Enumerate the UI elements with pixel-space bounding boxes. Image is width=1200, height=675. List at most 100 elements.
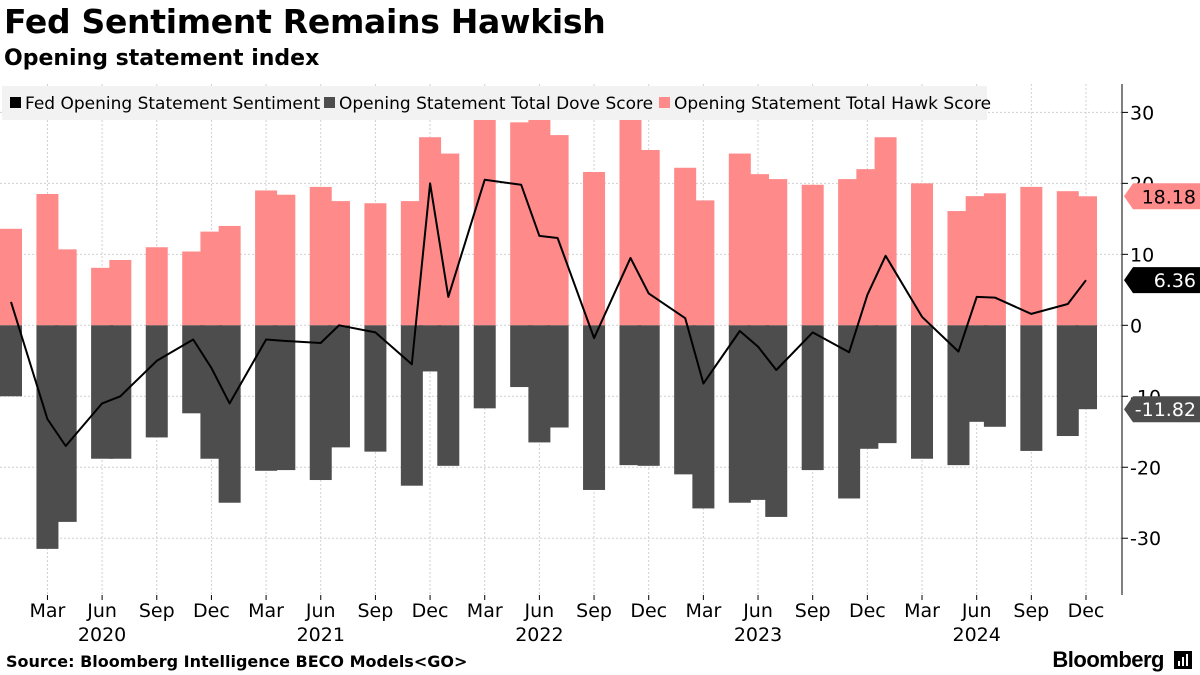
x-tick-label: Mar (248, 600, 284, 622)
hawk-bar (400, 201, 423, 326)
x-tick-label: Dec (193, 600, 230, 622)
hawk-bar (911, 183, 934, 326)
y-tick-label: 10 (1130, 244, 1154, 266)
x-tick-label: Jun (305, 600, 336, 622)
dove-bar (473, 325, 496, 409)
hawk-bar (255, 190, 278, 326)
legend-label: Opening Statement Total Hawk Score (674, 94, 991, 114)
dove-bar (1020, 325, 1043, 451)
dove-bar (327, 325, 350, 448)
y-tick-label: 30 (1130, 102, 1154, 124)
hawk-bar (965, 196, 988, 326)
x-tick-label: Mar (467, 600, 503, 622)
legend-swatch (659, 97, 670, 108)
hawk-bar (765, 179, 788, 326)
x-tick-label: Mar (685, 600, 721, 622)
hawk-bar (109, 260, 132, 326)
x-tick-label: Sep (139, 600, 175, 622)
chart-subtitle: Opening statement index (4, 46, 320, 71)
hawk-bar (838, 179, 861, 326)
x-tick-label: Dec (849, 600, 886, 622)
dove-bar (273, 325, 296, 471)
hawk-bar (309, 186, 332, 326)
hawk-bar (36, 194, 59, 326)
bars (0, 94, 1097, 549)
dove-bar (1075, 325, 1097, 410)
hawk-bar (510, 122, 533, 326)
dove-bar (36, 325, 59, 549)
hawk-bar (692, 200, 715, 326)
dove-bar (983, 325, 1006, 427)
last-value-badge (1124, 267, 1200, 294)
hawk-bar (419, 137, 442, 326)
dove-bar (510, 325, 533, 388)
last-value-badge (1124, 183, 1200, 210)
x-tick-label: Dec (630, 600, 667, 622)
dove-bar (838, 325, 861, 499)
hawk-bar (54, 249, 77, 326)
hawk-bar (856, 169, 879, 326)
hawk-bar (273, 194, 296, 326)
hawk-bar (1020, 186, 1043, 326)
dove-bar (91, 325, 114, 459)
x-tick-label: Jun (86, 600, 117, 622)
hawk-bar (983, 193, 1006, 326)
hawk-bar (747, 174, 770, 326)
x-tick-label: Dec (412, 600, 449, 622)
dove-bar (874, 325, 897, 444)
dove-bar (400, 325, 423, 486)
x-year-label: 2023 (734, 624, 782, 646)
hawk-bar (91, 267, 114, 326)
legend-box (2, 86, 987, 120)
hawk-bar (327, 201, 350, 326)
x-year-label: 2021 (297, 624, 345, 646)
dove-bar (692, 325, 715, 509)
y-tick-label: -30 (1130, 528, 1161, 550)
hawk-bar (145, 247, 168, 326)
legend-swatch (10, 97, 21, 108)
last-value-badges: 18.18 6.36 -11.82 (1124, 183, 1200, 423)
dove-bar (856, 325, 879, 449)
hawk-bar (218, 225, 241, 326)
dove-bar (965, 325, 988, 422)
last-value-label: 6.36 (1154, 270, 1196, 292)
dove-bar (801, 325, 824, 471)
dove-bar (619, 325, 642, 466)
sentiment-line-layer (10, 178, 1087, 447)
hawk-bar (1056, 191, 1079, 326)
dove-bar (583, 325, 606, 490)
x-tick-label: Jun (742, 600, 773, 622)
dove-bar (528, 325, 551, 443)
x-tick-label: Jun (524, 600, 555, 622)
dove-bar (419, 325, 442, 372)
x-tick-label: Mar (904, 600, 940, 622)
hawk-bar (728, 153, 751, 326)
x-tick-label: Sep (1013, 600, 1049, 622)
hawk-bar (947, 211, 970, 326)
x-tick-label: Dec (1068, 600, 1105, 622)
dove-bar (947, 325, 970, 466)
hawk-bar (528, 116, 551, 326)
x-year-label: 2022 (515, 624, 563, 646)
x-tick-label: Sep (576, 600, 612, 622)
hawk-bar (674, 167, 697, 326)
legend: Fed Opening Statement Sentiment Opening S… (2, 86, 991, 120)
hawk-bar (546, 135, 569, 326)
hawk-bar (874, 137, 897, 326)
hawk-bar (473, 94, 496, 326)
dove-bar (728, 325, 751, 503)
dove-bar (747, 325, 770, 500)
y-tick-label: 0 (1130, 315, 1142, 337)
chart-title: Fed Sentiment Remains Hawkish (4, 2, 606, 41)
x-tick-label: Sep (358, 600, 394, 622)
dove-bar (1056, 325, 1079, 437)
dove-bar (309, 325, 332, 481)
dove-bar (546, 325, 569, 428)
dove-bar (437, 325, 460, 466)
dove-bar (0, 325, 22, 397)
hawk-bar (200, 231, 223, 326)
dove-bar (218, 325, 241, 503)
hawk-bar (619, 118, 642, 326)
x-tick-label: Jun (961, 600, 992, 622)
